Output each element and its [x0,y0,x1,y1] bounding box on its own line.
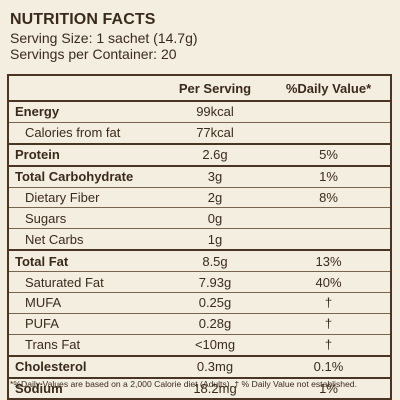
daily-value: † [267,334,391,357]
daily-value: 1% [267,376,391,400]
per-serving-value: 99kcal [163,101,267,123]
per-serving-value: 3g [163,164,267,188]
daily-value [267,122,391,145]
serving-size: Serving Size: 1 sachet (14.7g) [10,30,198,46]
per-serving-value: 2.6g [163,142,267,167]
daily-value: 40% [267,271,391,294]
daily-value: 1% [267,164,391,188]
nutrient-name: Trans Fat [8,334,163,357]
nutrient-name: Total Fat [8,249,163,273]
table-header-row: Per Serving %Daily Value* [8,75,391,102]
table-row: Dietary Fiber 2g 8% [8,187,391,209]
per-serving-value: 8.5g [163,249,267,273]
daily-value [267,207,391,230]
nutrient-name: Sugars [8,207,163,230]
per-serving-value: 77kcal [163,122,267,145]
table-row: Trans Fat <10mg † [8,334,391,357]
nutrition-title: NUTRITION FACTS [10,11,156,28]
nutrient-name: Saturated Fat [8,271,163,294]
column-header-daily-value: %Daily Value* [267,75,391,102]
daily-value: † [267,313,391,335]
nutrient-name: MUFA [8,292,163,314]
table-row: Total Carbohydrate 3g 1% [8,164,391,188]
nutrition-header: NUTRITION FACTS Serving Size: 1 sachet (… [10,10,390,62]
nutrient-name: Dietary Fiber [8,187,163,209]
nutrient-name: Protein [8,142,163,167]
nutrient-name: Energy [8,101,163,123]
table-row: Sodium 18.2mg 1% [8,376,391,400]
nutrient-name: Total Carbohydrate [8,164,163,188]
per-serving-value: 1g [163,228,267,251]
nutrient-name: Cholesterol [8,354,163,379]
table-row: Protein 2.6g 5% [8,142,391,167]
daily-value: 8% [267,187,391,209]
daily-value: † [267,292,391,314]
table-row: Cholesterol 0.3mg 0.1% [8,354,391,379]
per-serving-value: 7.93g [163,271,267,294]
table-row: Sugars 0g [8,207,391,230]
daily-value: 13% [267,249,391,273]
servings-per-container: Servings per Container: 20 [10,46,177,62]
nutrition-table-wrapper: Per Serving %Daily Value* Energy 99kcal Ca… [7,74,392,400]
column-header-nutrient [8,75,163,102]
nutrition-table: Per Serving %Daily Value* Energy 99kcal Ca… [7,74,392,400]
per-serving-value: <10mg [163,334,267,357]
daily-value: 5% [267,142,391,167]
per-serving-value: 0.28g [163,313,267,335]
per-serving-value: 0g [163,207,267,230]
table-row: MUFA 0.25g † [8,292,391,314]
table-row: Total Fat 8.5g 13% [8,249,391,273]
table-row: Net Carbs 1g [8,228,391,251]
table-row: Energy 99kcal [8,101,391,123]
per-serving-value: 2g [163,187,267,209]
nutrient-name: Sodium [8,376,163,400]
column-header-per-serving: Per Serving [163,75,267,102]
footnote: *%Daily Values are based on a 2,000 Calo… [10,379,357,389]
table-body: Energy 99kcal Calories from fat 77kcal Prote… [8,101,391,400]
nutrient-name: PUFA [8,313,163,335]
daily-value [267,101,391,123]
per-serving-value: 18.2mg [163,376,267,400]
daily-value: 0.1% [267,354,391,379]
table-row: Calories from fat 77kcal [8,122,391,145]
daily-value [267,228,391,251]
table-row: Saturated Fat 7.93g 40% [8,271,391,294]
per-serving-value: 0.3mg [163,354,267,379]
nutrient-name: Net Carbs [8,228,163,251]
nutrient-name: Calories from fat [8,122,163,145]
table-row: PUFA 0.28g † [8,313,391,335]
per-serving-value: 0.25g [163,292,267,314]
